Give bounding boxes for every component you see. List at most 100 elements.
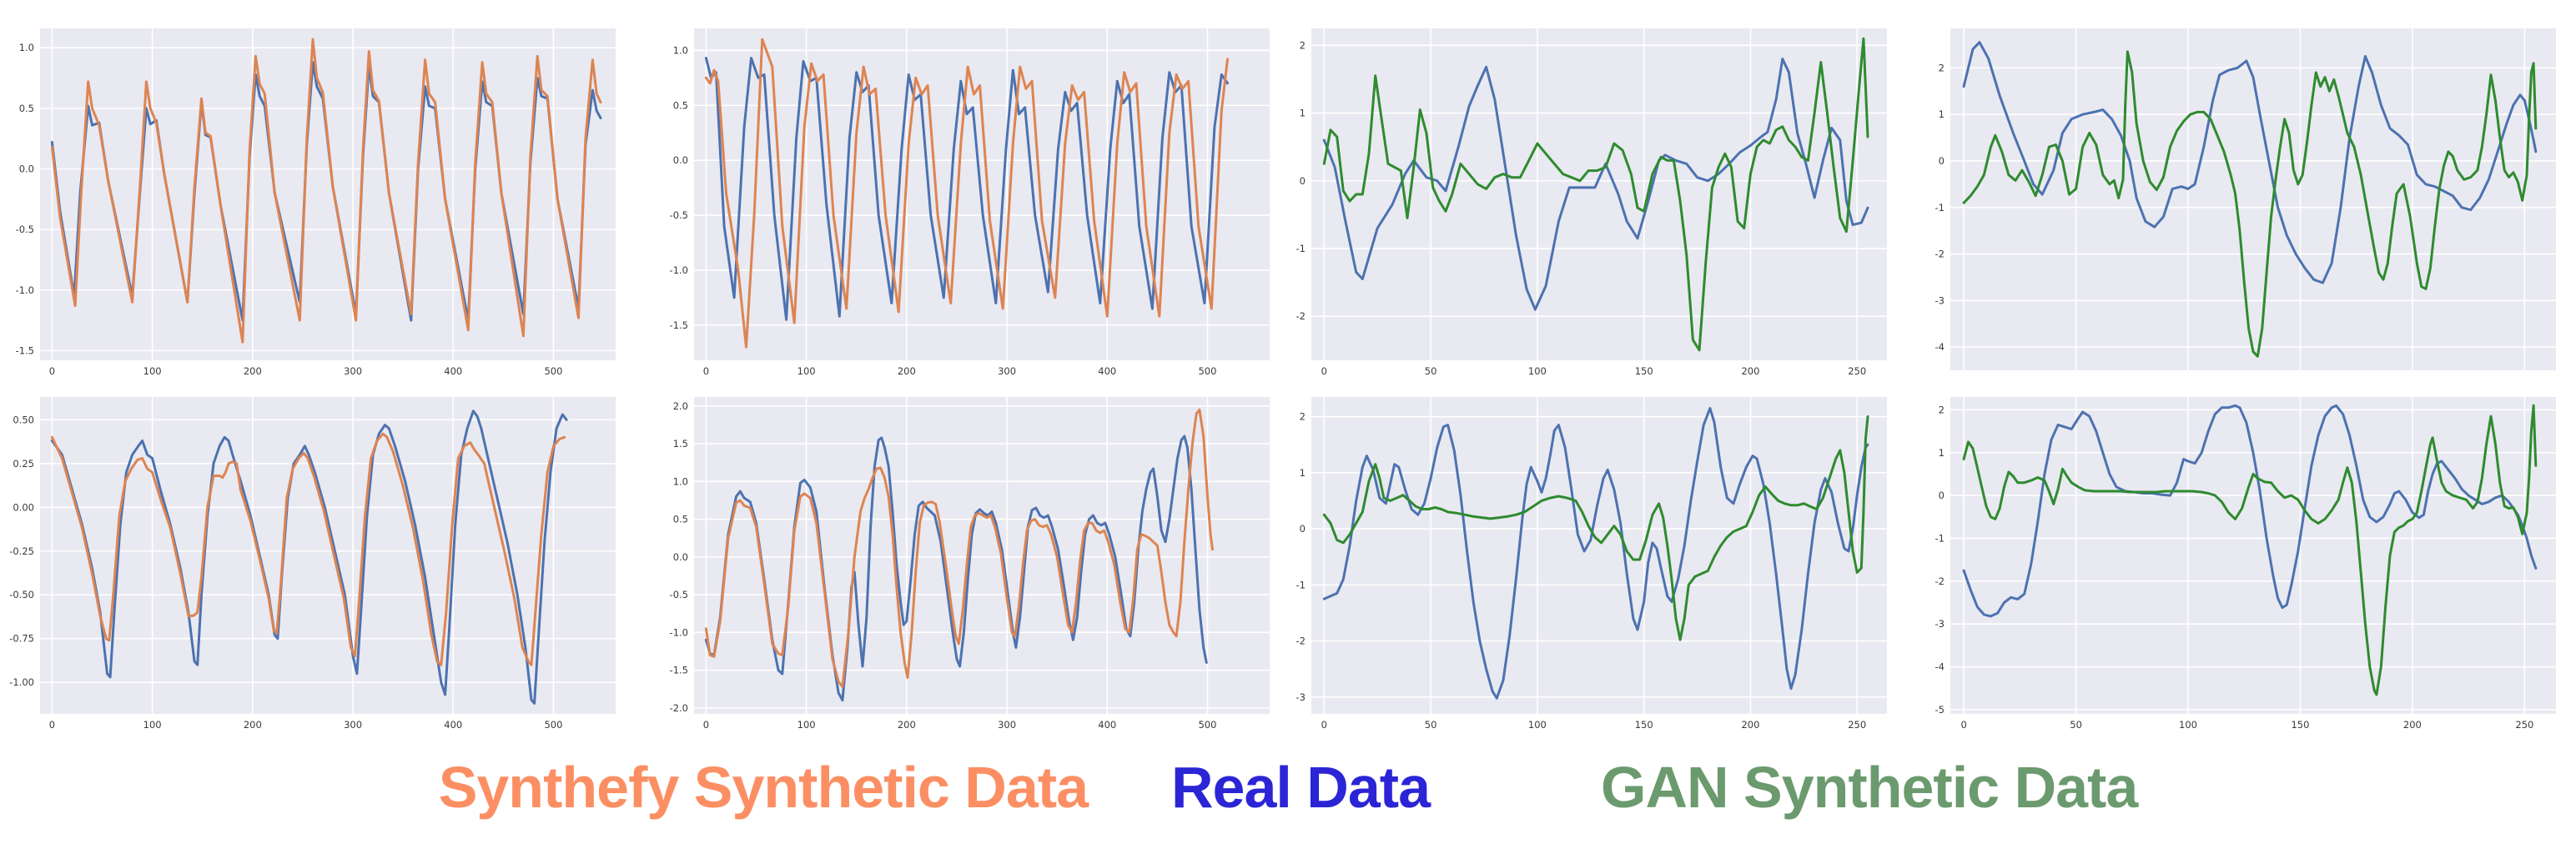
subplot-svg: 2 1 0 -1 -2 -3 -4 -5 0 50 100 150 200 250 xyxy=(1935,397,2556,731)
y-tick-label: 1.0 xyxy=(673,44,688,56)
y-tick-label: 0.0 xyxy=(673,154,688,166)
subplot-gan-vs-real-2: 2 1 0 -1 -2 -3 -4 xyxy=(1912,22,2563,377)
x-tick-label: 150 xyxy=(2291,719,2309,731)
y-tick-label: 1.5 xyxy=(673,438,688,450)
series-line-synthefy xyxy=(50,38,602,344)
x-tick-label: 500 xyxy=(544,365,562,377)
x-tick-label: 400 xyxy=(1098,719,1116,731)
y-tick-label: -1 xyxy=(1296,579,1306,590)
y-tick-label: 0 xyxy=(1300,175,1306,187)
y-tick-label: -1 xyxy=(1935,202,1945,214)
x-tick-label: 400 xyxy=(1098,365,1116,377)
y-tick-label: -0.5 xyxy=(670,209,688,221)
y-tick-label: 1.0 xyxy=(19,42,34,53)
y-tick-label: -0.75 xyxy=(9,633,34,645)
x-tick-label: 300 xyxy=(998,719,1016,731)
y-tick-label: -2 xyxy=(1296,636,1306,647)
y-tick-label: -2 xyxy=(1935,249,1945,260)
x-tick-label: 0 xyxy=(1321,719,1327,731)
subplot-svg: 2 1 0 -1 -2 -3 0 50 100 150 200 250 xyxy=(1296,397,1887,731)
y-tick-label: -5 xyxy=(1935,704,1945,716)
x-tick-label: 200 xyxy=(244,719,262,731)
x-tick-label: 300 xyxy=(344,365,362,377)
x-tick-label: 100 xyxy=(1528,365,1547,377)
x-tick-label: 50 xyxy=(1425,365,1437,377)
x-tick-label: 0 xyxy=(703,719,709,731)
y-tick-label: 0.0 xyxy=(19,163,34,174)
y-tick-label: 2 xyxy=(1939,62,1945,73)
y-tick-label: 0.5 xyxy=(673,99,688,111)
series-line-real xyxy=(1322,58,1869,311)
y-tick-label: 0.00 xyxy=(13,501,34,513)
x-tick-label: 150 xyxy=(1635,719,1653,731)
series-line-gan xyxy=(1322,415,1869,641)
y-tick-label: -3 xyxy=(1296,691,1306,703)
y-tick-label: -4 xyxy=(1935,341,1945,353)
y-tick-label: 2 xyxy=(1939,404,1945,415)
x-tick-label: 0 xyxy=(703,365,709,377)
y-tick-label: -1 xyxy=(1296,243,1306,254)
subplot-svg: 2 1 0 -1 -2 0 50 100 150 200 250 xyxy=(1296,28,1887,377)
x-tick-label: 500 xyxy=(544,719,562,731)
y-tick-label: -1.0 xyxy=(16,284,34,296)
x-tick-label: 100 xyxy=(797,719,816,731)
y-tick-label: 0 xyxy=(1939,155,1945,167)
y-tick-label: 0 xyxy=(1300,523,1306,535)
subplot-svg: 1.0 0.5 0.0 -0.5 -1.0 -1.5 0 100 200 300 400 500 xyxy=(16,28,616,377)
y-tick-label: -1.5 xyxy=(16,344,34,356)
y-tick-label: 1 xyxy=(1939,108,1945,120)
y-tick-label: -0.5 xyxy=(670,589,688,600)
y-tick-label: 0.5 xyxy=(19,103,34,114)
x-tick-label: 200 xyxy=(898,365,916,377)
y-tick-label: -1 xyxy=(1935,532,1945,544)
x-tick-label: 200 xyxy=(898,719,916,731)
x-tick-label: 150 xyxy=(1635,365,1653,377)
x-tick-label: 50 xyxy=(1425,719,1437,731)
y-tick-label: -3 xyxy=(1935,618,1945,630)
y-tick-label: -2 xyxy=(1296,310,1306,322)
subplot-svg: 1.0 0.5 0.0 -0.5 -1.0 -1.5 0 100 200 300 400 500 xyxy=(670,28,1270,377)
legend: Synthefy Synthetic Data Real Data GAN Sy… xyxy=(0,739,2576,836)
series-line-real xyxy=(1322,407,1869,700)
x-tick-label: 500 xyxy=(1198,365,1216,377)
x-tick-label: 250 xyxy=(2515,719,2533,731)
x-tick-label: 100 xyxy=(1528,719,1547,731)
y-tick-label: 2.0 xyxy=(673,400,688,412)
subplot-gan-vs-real-3: 2 1 0 -1 -2 -3 0 50 100 150 200 250 xyxy=(1273,390,1894,736)
x-tick-label: 100 xyxy=(2179,719,2197,731)
subplot-svg: 0.50 0.25 0.00 -0.25 -0.50 -0.75 -1.00 0 100 200 3… xyxy=(9,397,616,731)
y-tick-label: -0.5 xyxy=(16,224,34,235)
x-tick-label: 50 xyxy=(2070,719,2082,731)
series-line-gan xyxy=(1962,50,2538,358)
subplot-svg: 2 1 0 -1 -2 -3 -4 xyxy=(1935,28,2556,370)
legend-label-real: Real Data xyxy=(1171,755,1431,820)
plot-background xyxy=(1311,397,1887,714)
y-tick-label: 0.25 xyxy=(13,458,34,470)
x-tick-label: 200 xyxy=(2403,719,2422,731)
subplot-gan-vs-real-1: 2 1 0 -1 -2 0 50 100 150 200 250 xyxy=(1273,22,1894,382)
x-tick-label: 0 xyxy=(1960,719,1966,731)
y-tick-label: 2 xyxy=(1300,39,1306,51)
y-tick-label: 0.5 xyxy=(673,514,688,525)
y-tick-label: 1 xyxy=(1300,467,1306,479)
x-tick-label: 100 xyxy=(143,365,162,377)
subplot-synthefy-vs-real-4: 2.0 1.5 1.0 0.5 0.0 -0.5 -1.0 -1.5 -2.0 0 100 200 30… xyxy=(656,390,1276,736)
y-tick-label: -1.5 xyxy=(670,665,688,676)
series-line-gan xyxy=(1962,404,2538,696)
y-tick-label: -1.0 xyxy=(670,264,688,276)
x-tick-label: 400 xyxy=(444,719,462,731)
x-tick-label: 100 xyxy=(797,365,816,377)
x-tick-label: 200 xyxy=(244,365,262,377)
y-tick-label: -1.00 xyxy=(9,676,34,688)
series-line-real xyxy=(1962,41,2538,284)
series-line-synthefy xyxy=(704,38,1229,349)
x-tick-label: 250 xyxy=(1848,365,1866,377)
y-tick-label: 0 xyxy=(1939,490,1945,501)
x-tick-label: 0 xyxy=(49,719,55,731)
legend-label-gan: GAN Synthetic Data xyxy=(1601,755,2138,820)
subplot-gan-vs-real-4: 2 1 0 -1 -2 -3 -4 -5 0 50 100 150 200 250 xyxy=(1912,390,2563,736)
x-tick-label: 500 xyxy=(1198,719,1216,731)
y-tick-label: 1 xyxy=(1939,447,1945,459)
subplot-svg: 2.0 1.5 1.0 0.5 0.0 -0.5 -1.0 -1.5 -2.0 0 100 200 30… xyxy=(670,397,1270,731)
y-tick-label: 1.0 xyxy=(673,475,688,487)
